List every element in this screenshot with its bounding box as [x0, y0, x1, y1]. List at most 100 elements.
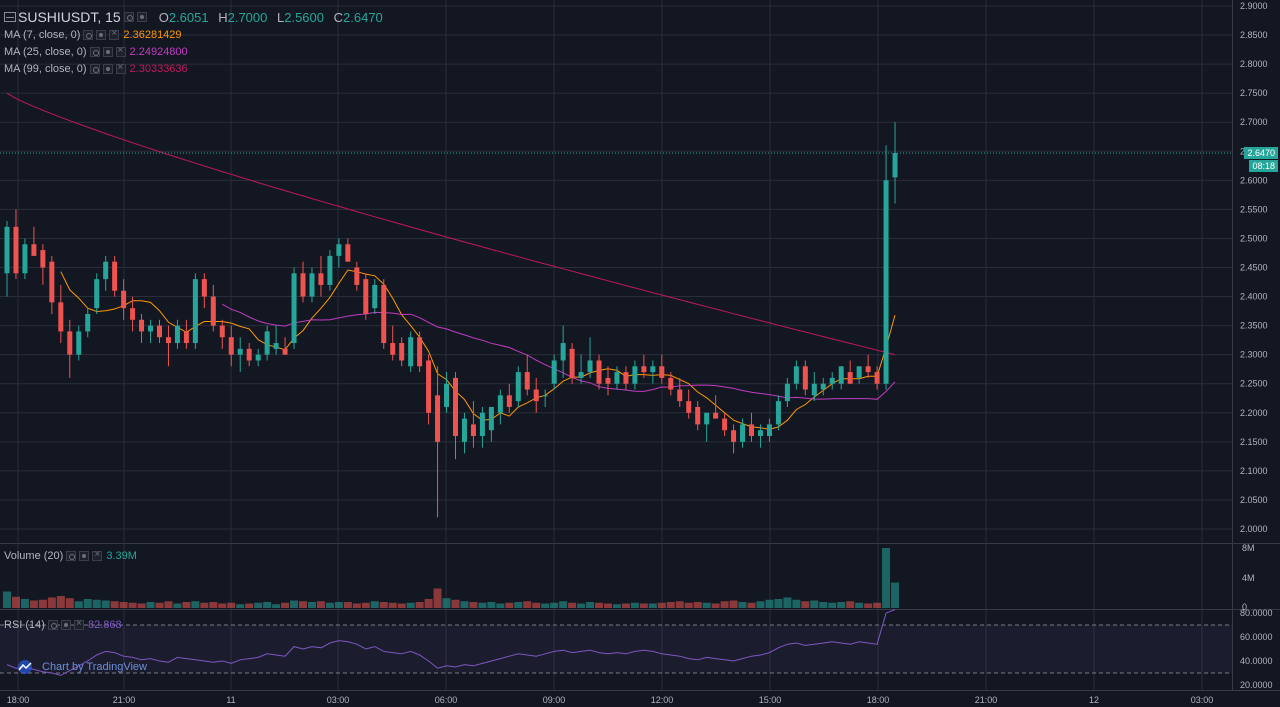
candle-body	[94, 279, 100, 309]
volume-bar	[3, 591, 11, 608]
high-value: 2.7000	[227, 9, 268, 25]
price-tick-label: 2.3000	[1240, 350, 1268, 360]
volume-bar	[227, 602, 236, 608]
candlestick-series[interactable]	[4, 122, 898, 518]
volume-bar	[603, 603, 612, 608]
time-axis[interactable]: 18:00 21:00 11 03:00 06:00 09:00 12:00 15:00 18:…	[7, 695, 1214, 705]
candle	[560, 325, 566, 378]
candle-body	[641, 366, 647, 373]
candle-body	[668, 377, 674, 390]
volume-bar	[74, 601, 83, 608]
volume-bar	[370, 601, 379, 608]
eye-icon[interactable]	[89, 64, 100, 74]
candle-body	[309, 273, 315, 297]
gear-icon[interactable]	[96, 30, 107, 40]
candle-body	[426, 360, 432, 413]
candle	[381, 279, 387, 349]
eye-icon[interactable]	[83, 30, 94, 40]
candle	[479, 406, 485, 448]
price-tick-label: 2.3500	[1240, 321, 1268, 331]
close-icon[interactable]	[115, 62, 126, 74]
rsi-legend[interactable]: RSI (14) 82.868	[4, 618, 122, 631]
candle	[228, 325, 234, 367]
candle-body	[4, 226, 10, 274]
candle-body	[632, 366, 638, 384]
volume-bar	[415, 602, 424, 608]
candle	[112, 255, 118, 297]
candle	[318, 255, 324, 297]
volume-bar	[675, 601, 684, 608]
candle	[883, 145, 889, 390]
candle	[766, 418, 772, 442]
eye-icon[interactable]	[123, 12, 134, 22]
volume-bar	[110, 601, 119, 608]
tradingview-brand[interactable]: Chart by TradingView	[14, 660, 147, 674]
candle	[426, 354, 432, 425]
candle-body	[722, 418, 728, 431]
price-axis[interactable]: 2.90002.85002.80002.75002.70002.65002.60…	[1240, 1, 1268, 534]
eye-icon[interactable]	[66, 551, 77, 561]
candle-body	[883, 180, 889, 384]
price-tick-label: 2.7500	[1240, 88, 1268, 98]
gear-icon[interactable]	[102, 64, 113, 74]
candle	[372, 279, 378, 314]
candle-body	[578, 372, 584, 378]
gear-icon[interactable]	[79, 551, 90, 561]
volume-bar	[747, 602, 756, 608]
price-tick-label: 2.2500	[1240, 379, 1268, 389]
candle-body	[174, 325, 180, 344]
volume-bar	[119, 602, 128, 608]
volume-series[interactable]	[3, 548, 900, 608]
volume-bar	[505, 602, 514, 608]
gear-icon[interactable]	[102, 47, 113, 57]
candle	[255, 348, 261, 367]
candle-body	[22, 244, 28, 274]
candle	[22, 238, 28, 280]
symbol-legend[interactable]: SUSHIUSDT, 15 O2.6051 H2.7000 L2.5600 C2…	[4, 9, 383, 25]
candle	[390, 325, 396, 361]
candle	[811, 372, 817, 402]
close-icon[interactable]	[115, 45, 126, 57]
volume-bar	[487, 602, 496, 608]
volume-legend[interactable]: Volume (20) 3.39M	[4, 549, 137, 562]
ma99-line	[6, 92, 896, 356]
ma25-legend[interactable]: MA (25, close, 0) 2.24924800	[4, 45, 188, 58]
candle	[201, 273, 207, 309]
volume-bar	[469, 602, 478, 608]
ma99-legend[interactable]: MA (99, close, 0) 2.30333636	[4, 62, 188, 75]
candle-body	[892, 153, 898, 178]
close-icon[interactable]	[109, 28, 120, 40]
gear-icon[interactable]	[60, 620, 71, 630]
candle-body	[246, 348, 252, 361]
low-value: 2.5600	[284, 9, 324, 25]
volume-bar	[639, 603, 648, 608]
close-icon[interactable]	[92, 549, 103, 561]
eye-icon[interactable]	[89, 47, 100, 57]
candle	[856, 366, 862, 384]
chart-type-icon[interactable]	[4, 12, 16, 22]
candle	[802, 360, 808, 396]
candle-body	[757, 430, 763, 437]
candle-body	[255, 354, 261, 361]
price-tick-label: 2.0000	[1240, 524, 1268, 534]
volume-bar	[559, 601, 568, 608]
candle-body	[515, 372, 521, 402]
candle-body	[399, 343, 405, 361]
candle	[784, 377, 790, 407]
candle-body	[453, 377, 458, 437]
volume-bar	[514, 602, 523, 608]
ma7-legend[interactable]: MA (7, close, 0) 2.36281429	[4, 28, 182, 41]
candle-body	[479, 412, 485, 437]
eye-icon[interactable]	[47, 620, 58, 630]
candle-body	[327, 255, 333, 285]
gear-icon[interactable]	[136, 12, 147, 22]
volume-bar	[325, 602, 334, 608]
candle-body	[363, 279, 369, 314]
close-icon[interactable]	[73, 618, 84, 630]
candle-body	[533, 389, 539, 402]
candle-body	[488, 406, 494, 431]
volume-bar	[182, 602, 191, 608]
open-value: 2.6051	[168, 9, 209, 25]
candle-body	[264, 331, 270, 355]
